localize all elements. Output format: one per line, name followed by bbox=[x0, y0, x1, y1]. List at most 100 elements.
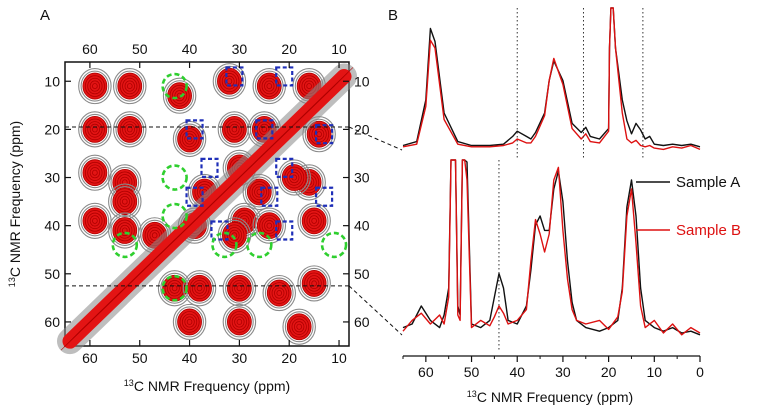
blue-dashed-square bbox=[314, 186, 334, 207]
green-dashed-circle bbox=[111, 231, 139, 259]
peak-contour-red bbox=[82, 72, 108, 100]
peak-contour-red bbox=[177, 308, 202, 336]
blue-dashed-square bbox=[225, 66, 244, 87]
peak-contour-gray bbox=[115, 70, 145, 102]
peak-contour-gray bbox=[80, 70, 110, 102]
peak-contour-red bbox=[271, 284, 287, 302]
cross-peak bbox=[252, 207, 287, 244]
peak-contour-red bbox=[174, 90, 185, 102]
blue-dashed-square bbox=[185, 186, 204, 207]
cross-peak bbox=[217, 217, 252, 254]
peak-contour-red bbox=[313, 128, 325, 140]
xlabel-superscript: 13 bbox=[124, 378, 134, 388]
peak-contour-red bbox=[121, 179, 128, 186]
peak-contour-red bbox=[293, 321, 305, 333]
peak-contour-red bbox=[229, 123, 240, 135]
peak-contour-red bbox=[117, 115, 143, 143]
blue-dashed-square bbox=[275, 157, 294, 178]
peak-contour-red bbox=[121, 198, 128, 205]
b-tick-label: 40 bbox=[509, 364, 525, 380]
peak-contour-gray bbox=[254, 210, 284, 242]
peak-contour-red bbox=[92, 169, 98, 176]
green-dashed-circle bbox=[161, 164, 188, 191]
peak-contour-red bbox=[241, 217, 248, 224]
ylabel-text: C NMR Frequency (ppm) bbox=[7, 121, 23, 277]
y-tick-label-left: 60 bbox=[44, 314, 60, 330]
blue-dashed-square bbox=[200, 157, 219, 178]
peak-contour-red bbox=[89, 123, 101, 135]
peak-contour-red bbox=[306, 83, 312, 90]
x-tick-label-top: 20 bbox=[281, 41, 297, 57]
peak-contour-red bbox=[308, 215, 320, 227]
peak-contour-red bbox=[251, 183, 267, 201]
blue-dashed-square bbox=[210, 220, 229, 241]
panel-a-ylabel: 13C NMR Frequency (ppm) bbox=[7, 121, 23, 287]
cross-peak bbox=[217, 111, 252, 148]
cross-peak bbox=[222, 270, 257, 307]
peak-contour-red bbox=[219, 70, 240, 93]
spectrum-trace bbox=[402, 159, 701, 336]
peak-contour-red bbox=[311, 126, 327, 143]
panel-a-label: A bbox=[40, 7, 50, 24]
y-tick-label-left: 10 bbox=[44, 73, 60, 89]
cross-peak bbox=[113, 111, 147, 148]
peak-contour-gray bbox=[182, 270, 217, 307]
cross-peak bbox=[172, 303, 207, 341]
peak-contour-red bbox=[84, 118, 105, 141]
y-tick-label-right: 50 bbox=[354, 266, 370, 282]
x-tick-label-top: 60 bbox=[82, 41, 98, 57]
peak-contour-gray bbox=[299, 205, 329, 237]
peak-contour-red bbox=[117, 222, 133, 239]
x-tick-label-top: 50 bbox=[132, 41, 148, 57]
peak-contour-red bbox=[288, 171, 300, 184]
cross-peak bbox=[78, 202, 112, 239]
cross-peak bbox=[78, 154, 112, 191]
peak-contour-gray bbox=[175, 306, 204, 338]
annotation-layer bbox=[65, 66, 349, 302]
peak-contour-gray bbox=[80, 157, 110, 189]
peak-contour-red bbox=[84, 161, 105, 184]
peak-contour-red bbox=[114, 190, 135, 213]
b-tick-label: 50 bbox=[464, 364, 480, 380]
peak-contour-red bbox=[222, 115, 247, 143]
peak-contour-red bbox=[259, 123, 270, 135]
peak-contour-red bbox=[289, 315, 310, 338]
ylabel-superscript: 13 bbox=[7, 277, 17, 287]
peak-contour-red bbox=[274, 287, 285, 299]
peak-contour-red bbox=[89, 167, 101, 179]
peak-contour-gray bbox=[80, 113, 110, 145]
x-tick-label-bottom: 10 bbox=[331, 350, 347, 366]
peak-contour-red bbox=[308, 277, 320, 290]
peak-contour-red bbox=[309, 123, 330, 146]
peak-contour-red bbox=[149, 229, 160, 241]
x-tick-label-bottom: 30 bbox=[232, 350, 248, 366]
peak-contour-gray bbox=[108, 212, 142, 249]
peak-contour-gray bbox=[212, 63, 247, 100]
bxlabel-superscript: 13 bbox=[467, 389, 477, 399]
spectrum-trace bbox=[402, 159, 701, 336]
peak-contour-red bbox=[117, 193, 133, 210]
peak-contour-red bbox=[217, 67, 242, 95]
green-dashed-circle bbox=[320, 231, 348, 259]
peak-contour-red bbox=[311, 217, 317, 224]
peak-contour-red bbox=[184, 316, 195, 328]
peak-contour-gray bbox=[304, 118, 334, 150]
cross-peak bbox=[282, 308, 316, 345]
cross-peak bbox=[212, 63, 247, 100]
peak-contour-red bbox=[234, 316, 245, 328]
peak-contour-red bbox=[82, 159, 108, 187]
cross-peak bbox=[113, 67, 147, 105]
peak-contour-gray bbox=[78, 111, 112, 148]
peak-contour-red bbox=[87, 164, 103, 181]
cross-peak bbox=[262, 274, 296, 312]
peak-contour-gray bbox=[222, 303, 257, 341]
peak-contour-red bbox=[226, 274, 252, 302]
peak-contour-gray bbox=[113, 67, 147, 105]
peak-contour-red bbox=[231, 280, 247, 297]
peak-contour-red bbox=[171, 87, 188, 104]
peak-contour-red bbox=[301, 207, 327, 235]
peak-contour-gray bbox=[262, 274, 296, 312]
peak-contour-red bbox=[92, 83, 98, 90]
peak-contour-red bbox=[304, 272, 325, 295]
peak-contour-red bbox=[112, 188, 138, 215]
